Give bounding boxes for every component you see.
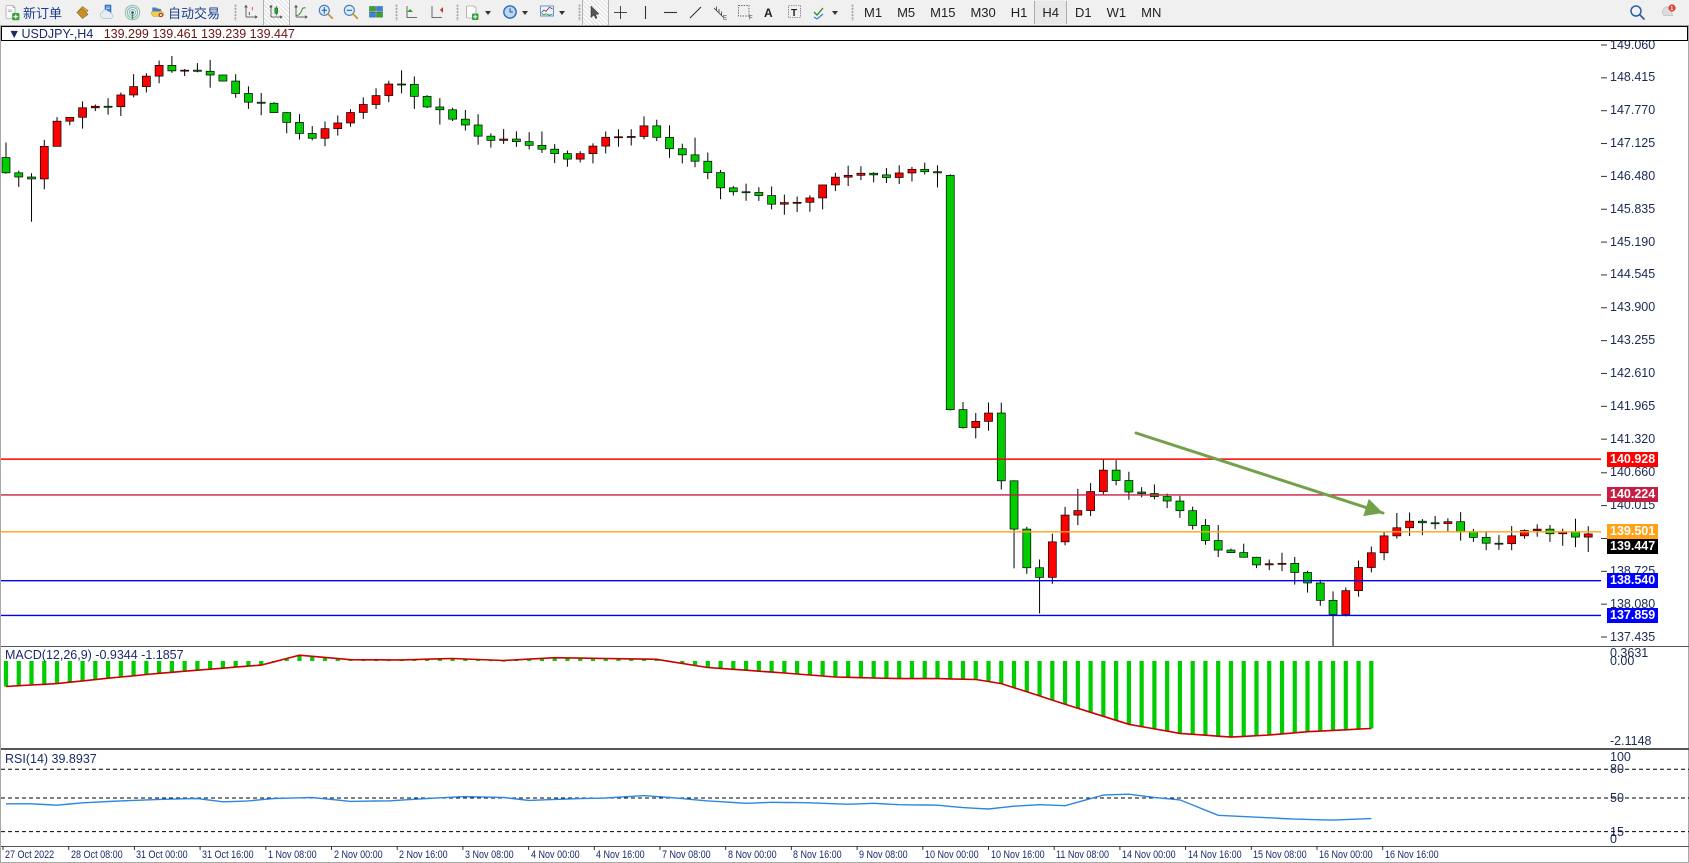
- svg-text:E: E: [723, 16, 727, 22]
- svg-text:F: F: [749, 16, 753, 22]
- svg-text:T: T: [791, 8, 797, 19]
- svg-text:1: 1: [1670, 6, 1673, 12]
- svg-text:A: A: [764, 6, 773, 20]
